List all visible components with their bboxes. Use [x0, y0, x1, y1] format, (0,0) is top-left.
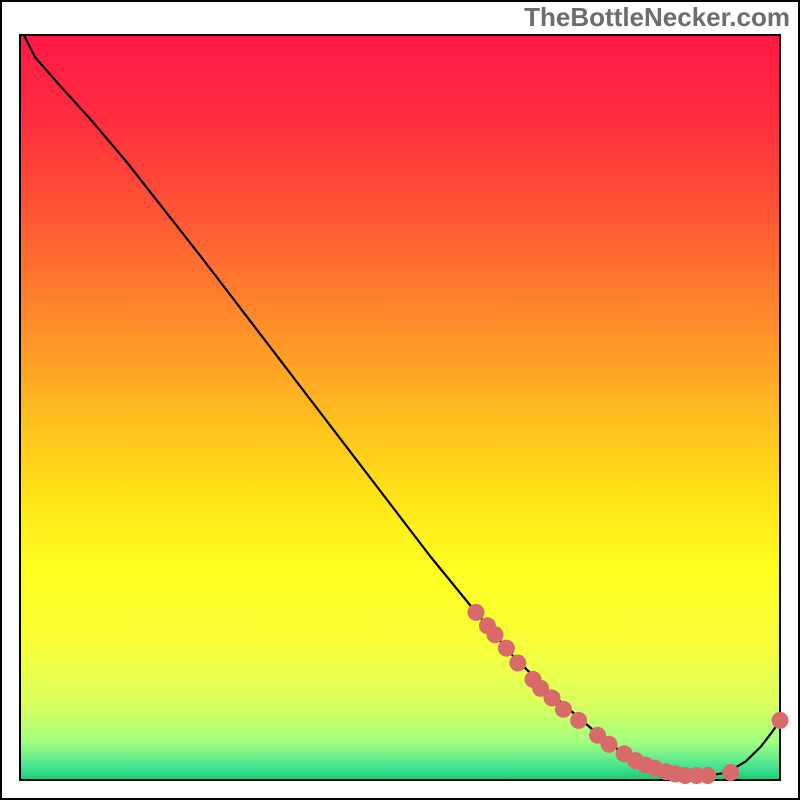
plot-area	[20, 35, 780, 780]
data-point	[570, 712, 587, 729]
data-point	[699, 767, 716, 784]
data-point	[722, 764, 739, 781]
data-point	[772, 712, 789, 729]
data-point	[509, 655, 526, 672]
data-point	[601, 736, 618, 753]
data-point	[468, 604, 485, 621]
watermark-text: TheBottleNecker.com	[524, 2, 790, 32]
data-point	[487, 626, 504, 643]
data-point	[498, 640, 515, 657]
data-point	[555, 701, 572, 718]
bottleneck-chart: TheBottleNecker.com	[0, 0, 800, 800]
